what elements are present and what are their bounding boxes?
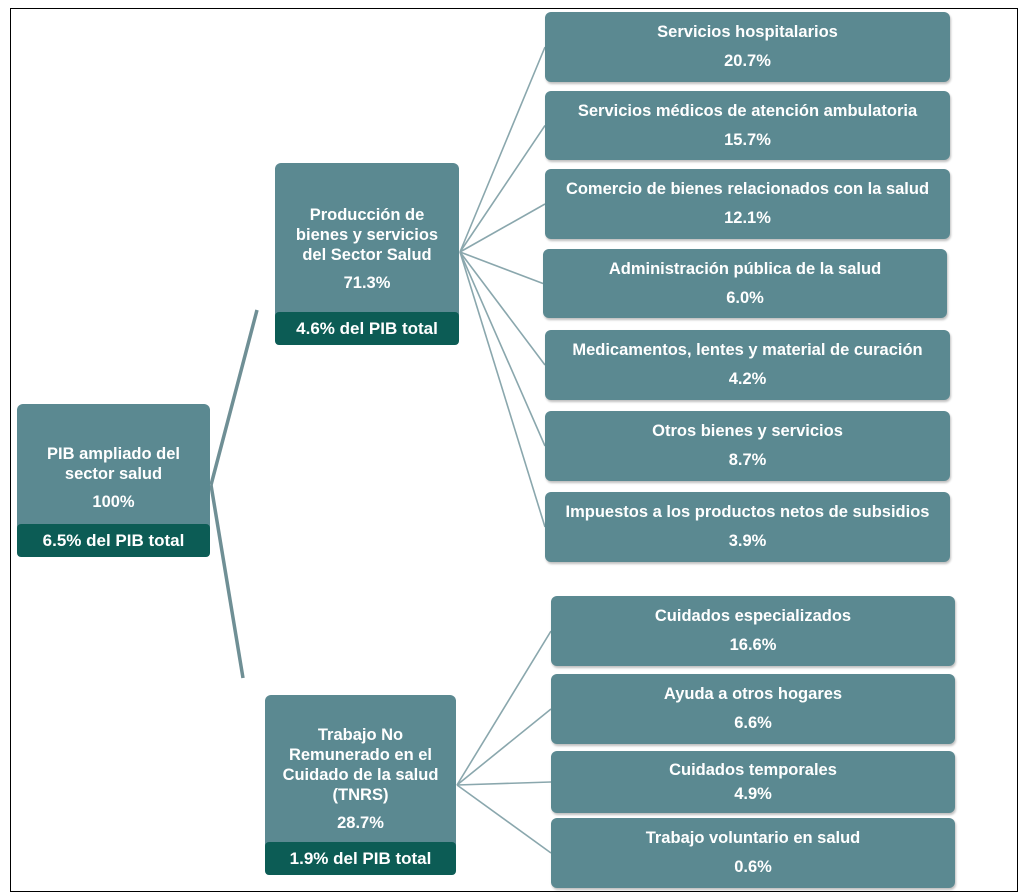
leaf-label: Trabajo voluntario en salud [645, 829, 861, 847]
hub-box: Trabajo No Remunerado en el Cuidado de l… [265, 695, 456, 875]
leaf-share: 16.6% [729, 636, 777, 654]
leaf-share: 4.9% [734, 785, 772, 803]
leaf-share: 6.6% [734, 714, 772, 732]
leaf-box: Trabajo voluntario en salud 0.6% [551, 818, 955, 888]
hub-gdp: 4.6% del PIB total [275, 312, 459, 345]
leaf-label: Impuestos a los productos netos de subsi… [565, 503, 930, 521]
leaf-label: Medicamentos, lentes y material de curac… [572, 341, 923, 359]
hub-share: 71.3% [343, 274, 391, 292]
leaf-box: Ayuda a otros hogares 6.6% [551, 674, 955, 744]
leaf-label: Ayuda a otros hogares [663, 685, 843, 703]
hub-label: Trabajo No Remunerado en el Cuidado de l… [282, 726, 439, 804]
connector [459, 251, 546, 447]
leaf-label: Cuidados especializados [654, 607, 852, 625]
leaf-box: Otros bienes y servicios 8.7% [545, 411, 950, 481]
leaf-share: 0.6% [734, 858, 772, 876]
connector [209, 309, 259, 486]
connector [456, 630, 552, 786]
leaf-share: 15.7% [724, 130, 771, 149]
hub-label: Producción de bienes y servicios del Sec… [295, 206, 439, 264]
connector [456, 784, 552, 854]
leaf-box: Medicamentos, lentes y material de curac… [545, 330, 950, 400]
leaf-label: Servicios médicos de atención ambulatori… [577, 101, 918, 120]
leaf-label: Cuidados temporales [669, 761, 837, 779]
leaf-share: 8.7% [728, 451, 767, 469]
leaf-box: Comercio de bienes relacionados con la s… [545, 169, 950, 239]
connector [459, 251, 546, 366]
leaf-label: Administración pública de la salud [608, 259, 882, 278]
leaf-share: 20.7% [724, 52, 771, 70]
hub-gdp: 1.9% del PIB total [265, 842, 456, 875]
leaf-share: 12.1% [724, 209, 771, 227]
connector [459, 46, 546, 253]
connector [459, 251, 546, 528]
hub-box: Producción de bienes y servicios del Sec… [275, 163, 459, 345]
leaf-box: Impuestos a los productos netos de subsi… [545, 492, 950, 562]
leaf-box: Servicios médicos de atención ambulatori… [545, 91, 950, 160]
leaf-label: Otros bienes y servicios [652, 422, 843, 440]
leaf-share: 4.2% [728, 370, 767, 388]
leaf-box: Administración pública de la salud 6.0% [543, 249, 947, 318]
connector [459, 203, 546, 253]
leaf-box: Servicios hospitalarios 20.7% [545, 12, 950, 82]
connector [209, 484, 245, 679]
hub-share: 28.7% [337, 814, 384, 832]
hub-label: PIB ampliado del sector salud [47, 445, 180, 483]
leaf-box: Cuidados temporales 4.9% [551, 751, 955, 813]
leaf-box: Cuidados especializados 16.6% [551, 596, 955, 666]
leaf-label: Servicios hospitalarios [657, 23, 838, 41]
leaf-share: 6.0% [726, 288, 764, 307]
connector [456, 708, 552, 786]
hub-gdp: 6.5% del PIB total [17, 524, 210, 557]
hub-share: 100% [92, 493, 135, 511]
leaf-label: Comercio de bienes relacionados con la s… [565, 180, 930, 198]
connector [456, 781, 552, 786]
hub-box: PIB ampliado del sector salud 100% 6.5% de… [17, 404, 210, 557]
leaf-share: 3.9% [728, 532, 767, 550]
connector [459, 125, 546, 253]
connector [459, 251, 544, 285]
